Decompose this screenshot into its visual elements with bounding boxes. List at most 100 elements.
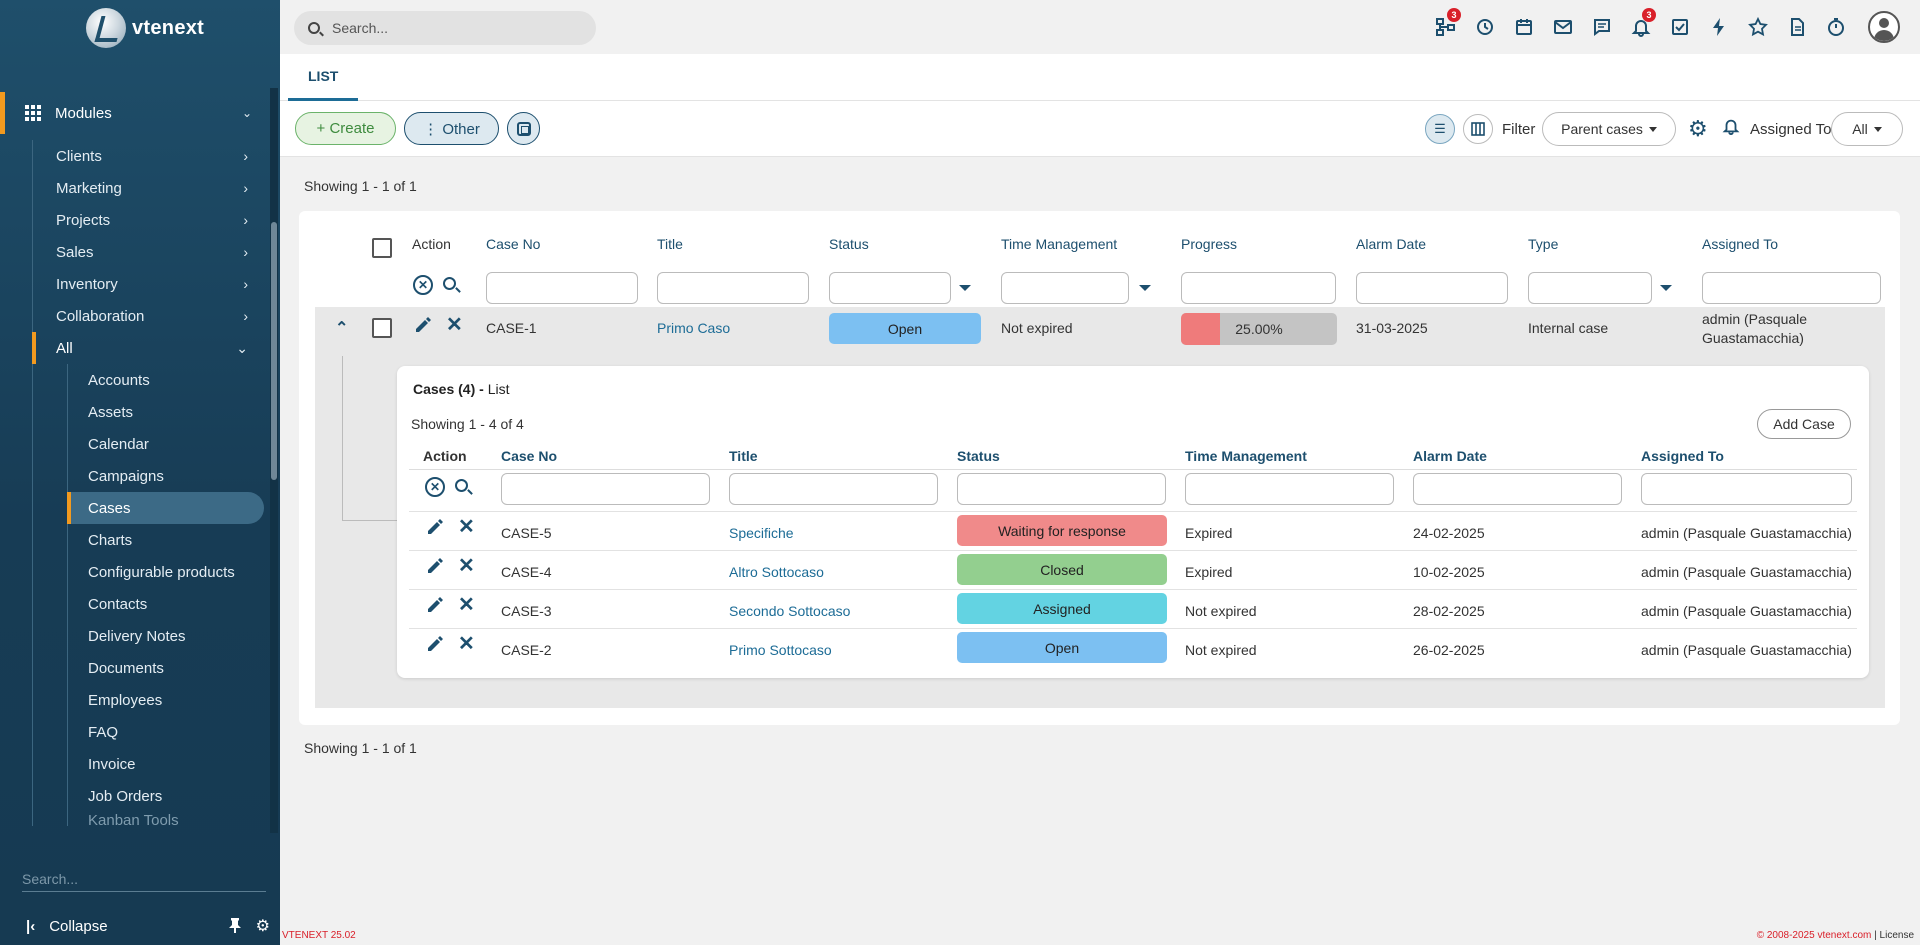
filter-status-select[interactable] (829, 272, 951, 304)
sub-cell-title-link[interactable]: Secondo Sottocaso (729, 603, 851, 619)
sub-filter-time-management-input[interactable] (1185, 473, 1394, 505)
collapse-button[interactable]: Collapse (49, 917, 108, 935)
col-header-progress[interactable]: Progress (1181, 236, 1238, 252)
sidebar-item-documents[interactable]: Documents (88, 659, 164, 677)
delete-icon[interactable]: ✕ (458, 594, 475, 616)
edit-icon[interactable] (414, 316, 432, 334)
sub-col-header-assigned-to[interactable]: Assigned To (1641, 448, 1724, 464)
sub-filter-alarm-date-input[interactable] (1413, 473, 1622, 505)
col-header-title[interactable]: Title (657, 236, 683, 252)
other-button[interactable]: ⋮ Other (404, 112, 499, 145)
sub-filter-case-no-input[interactable] (501, 473, 710, 505)
select-all-checkbox[interactable] (372, 238, 392, 258)
sidebar-item-invoice[interactable]: Invoice (88, 755, 136, 773)
mass-select-button[interactable] (507, 112, 540, 145)
filter-case-no-input[interactable] (486, 272, 638, 304)
sidebar-scrollbar-thumb[interactable] (271, 222, 277, 480)
filter-assigned-to-input[interactable] (1702, 272, 1881, 304)
history-icon[interactable] (1465, 14, 1504, 40)
sidebar-search-input[interactable] (22, 866, 266, 891)
sidebar-group-clients[interactable]: Clients › (33, 140, 264, 172)
sidebar-group-all[interactable]: All ⌄ (32, 332, 264, 364)
filter-progress-input[interactable] (1181, 272, 1336, 304)
user-avatar[interactable] (1868, 11, 1900, 43)
status-filter-caret-icon[interactable] (959, 285, 971, 291)
sidebar-item-delivery-notes[interactable]: Delivery Notes (88, 627, 186, 645)
calendar-icon[interactable] (1504, 14, 1543, 40)
mail-icon[interactable] (1543, 14, 1582, 40)
list-view-button[interactable]: ☰ (1425, 114, 1455, 144)
sidebar-item-charts[interactable]: Charts (88, 531, 133, 549)
edit-icon[interactable] (426, 557, 444, 575)
search-filter-icon[interactable] (443, 277, 456, 290)
document-icon[interactable] (1777, 14, 1816, 40)
sidebar-item-contacts[interactable]: Contacts (88, 595, 148, 613)
collapse-row-icon[interactable]: ⌃ (335, 320, 349, 337)
edit-icon[interactable] (426, 635, 444, 653)
bell-icon[interactable]: 3 (1621, 8, 1660, 40)
col-header-alarm-date[interactable]: Alarm Date (1356, 236, 1427, 252)
sub-col-header-status[interactable]: Status (957, 448, 1000, 464)
settings-gear-icon[interactable]: ⚙ (255, 918, 270, 935)
sidebar-item-assets[interactable]: Assets (88, 403, 134, 421)
sidebar-item-campaigns[interactable]: Campaigns (88, 467, 164, 485)
filter-time-management-select[interactable] (1001, 272, 1129, 304)
sub-cell-title-link[interactable]: Altro Sottocaso (729, 564, 824, 580)
edit-icon[interactable] (426, 518, 444, 536)
col-header-status[interactable]: Status (829, 236, 869, 252)
sub-filter-assigned-to-input[interactable] (1641, 473, 1852, 505)
star-icon[interactable] (1738, 14, 1777, 40)
sidebar-item-faq[interactable]: FAQ (88, 723, 119, 741)
sidebar-item-calendar[interactable]: Calendar (88, 435, 149, 453)
delete-icon[interactable]: ✕ (458, 633, 475, 655)
sidebar-group-collaboration[interactable]: Collaboration › (33, 300, 264, 332)
col-header-assigned-to[interactable]: Assigned To (1702, 236, 1779, 252)
sub-search-filter-icon[interactable] (455, 479, 468, 492)
org-chart-icon[interactable]: 3 (1426, 8, 1465, 40)
sub-cell-title-link[interactable]: Primo Sottocaso (729, 642, 832, 658)
delete-icon[interactable]: ✕ (446, 314, 463, 336)
filter-dropdown[interactable]: Parent cases (1542, 112, 1676, 146)
sub-col-header-time-management[interactable]: Time Management (1185, 448, 1307, 464)
delete-icon[interactable]: ✕ (458, 555, 475, 577)
pin-icon[interactable] (228, 917, 242, 936)
list-settings-gear-icon[interactable]: ⚙ (1688, 116, 1708, 141)
sidebar-item-accounts[interactable]: Accounts (88, 371, 150, 389)
delete-icon[interactable]: ✕ (458, 516, 475, 538)
sub-filter-title-input[interactable] (729, 473, 938, 505)
timer-icon[interactable] (1816, 14, 1855, 40)
license-link[interactable]: License (1879, 930, 1914, 941)
cell-title-link[interactable]: Primo Caso (657, 320, 731, 336)
sidebar-item-employees[interactable]: Employees (88, 691, 163, 709)
filter-title-input[interactable] (657, 272, 809, 304)
sidebar-group-sales[interactable]: Sales › (33, 236, 264, 268)
filter-alarm-date-input[interactable] (1356, 272, 1508, 304)
columns-view-button[interactable] (1463, 114, 1493, 144)
sub-cell-title-link[interactable]: Specifiche (729, 525, 794, 541)
tab-list[interactable]: LIST (288, 54, 359, 101)
tasks-icon[interactable] (1660, 14, 1699, 40)
sidebar-item-job-orders[interactable]: Job Orders (88, 787, 163, 805)
copyright-text[interactable]: © 2008-2025 vtenext.com (1756, 930, 1872, 941)
global-search-input[interactable] (332, 20, 572, 36)
sub-filter-status-input[interactable] (957, 473, 1166, 505)
lightning-icon[interactable] (1699, 14, 1738, 40)
col-header-case-no[interactable]: Case No (486, 236, 541, 252)
create-button[interactable]: + Create (295, 112, 396, 145)
chat-icon[interactable] (1582, 14, 1621, 40)
col-header-type[interactable]: Type (1528, 236, 1559, 252)
sidebar-item-kanban-tools[interactable]: Kanban Tools (88, 812, 179, 826)
edit-icon[interactable] (426, 596, 444, 614)
modules-menu[interactable]: Modules ⌄ (0, 92, 264, 134)
sub-col-header-case-no[interactable]: Case No (501, 448, 558, 464)
sidebar-item-configurable-products[interactable]: Configurable products (88, 563, 235, 581)
row-checkbox[interactable] (372, 318, 392, 338)
time-filter-caret-icon[interactable] (1139, 285, 1151, 291)
clear-filter-icon[interactable]: ✕ (413, 275, 433, 295)
col-header-time-management[interactable]: Time Management (1001, 236, 1118, 252)
sidebar-group-projects[interactable]: Projects › (33, 204, 264, 236)
list-notification-bell-icon[interactable] (1722, 116, 1740, 139)
sidebar-item-cases[interactable]: Cases (67, 492, 264, 524)
sidebar-group-inventory[interactable]: Inventory › (33, 268, 264, 300)
logo[interactable]: vtenext (86, 6, 204, 50)
